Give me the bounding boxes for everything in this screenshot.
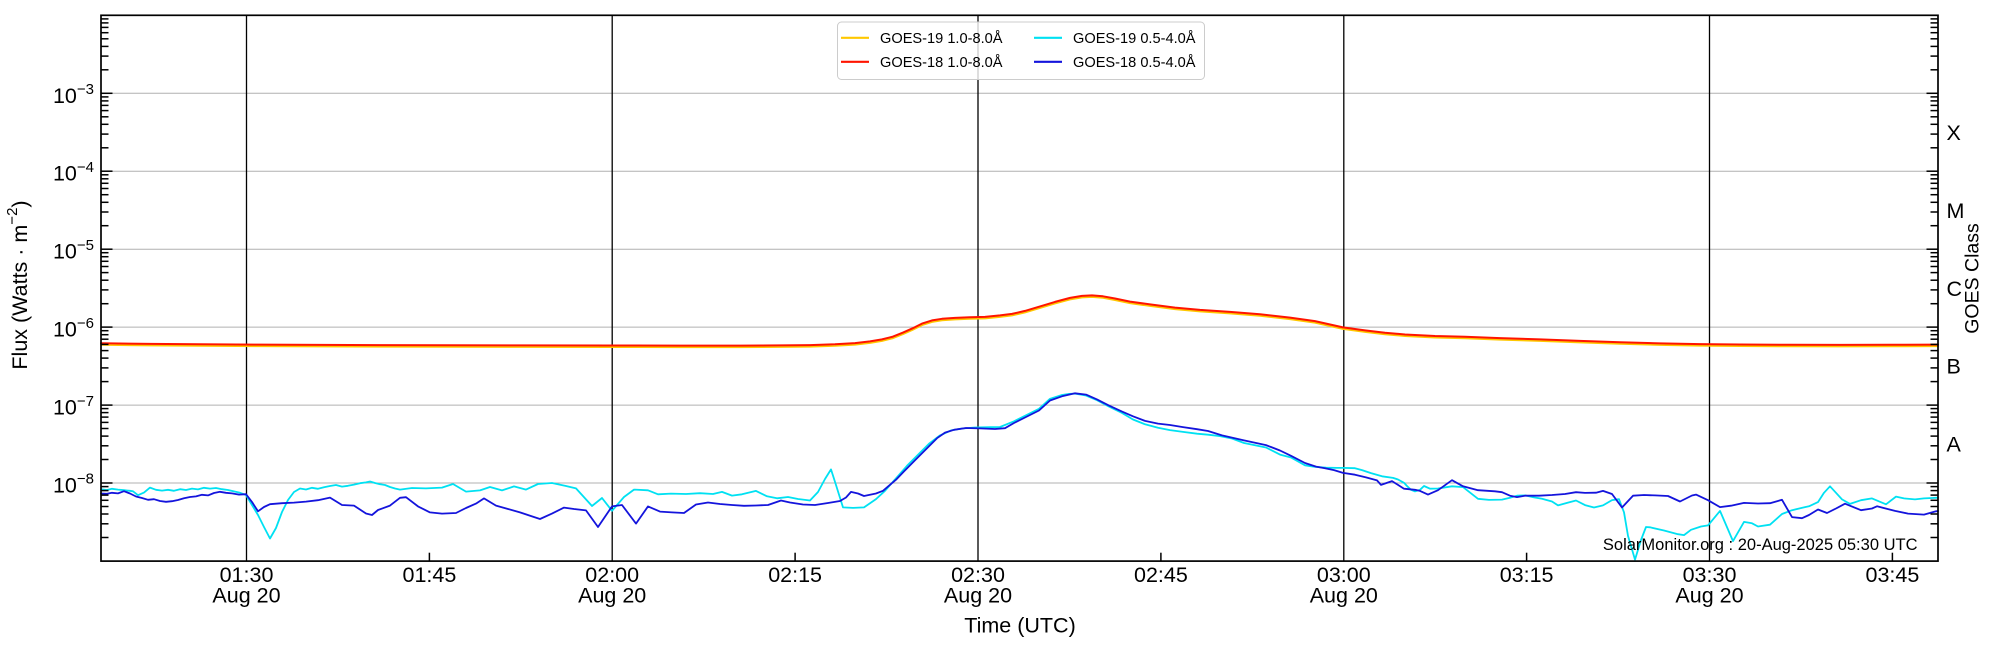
svg-text:Flux (Watts · m−2): Flux (Watts · m−2) (4, 200, 32, 369)
svg-text:10−6: 10−6 (53, 315, 94, 342)
svg-text:03:30: 03:30 (1683, 563, 1737, 587)
svg-text:B: B (1947, 355, 1961, 379)
svg-text:03:15: 03:15 (1500, 563, 1554, 587)
svg-text:GOES-18 0.5-4.0Å: GOES-18 0.5-4.0Å (1073, 54, 1196, 71)
svg-text:SolarMonitor.org : 20-Aug-2025: SolarMonitor.org : 20-Aug-2025 05:30 UTC (1603, 536, 1918, 554)
svg-text:02:45: 02:45 (1134, 563, 1188, 587)
svg-text:GOES Class: GOES Class (1962, 223, 1984, 334)
svg-text:10−4: 10−4 (53, 159, 94, 186)
svg-text:M: M (1947, 199, 1965, 223)
svg-text:Aug 20: Aug 20 (1310, 583, 1378, 607)
svg-text:A: A (1947, 433, 1962, 457)
svg-text:01:45: 01:45 (402, 563, 456, 587)
svg-text:C: C (1947, 277, 1963, 301)
svg-text:GOES-18 1.0-8.0Å: GOES-18 1.0-8.0Å (880, 54, 1003, 71)
svg-text:01:30: 01:30 (220, 563, 274, 587)
svg-text:GOES-19 0.5-4.0Å: GOES-19 0.5-4.0Å (1073, 30, 1196, 47)
svg-text:03:00: 03:00 (1317, 563, 1371, 587)
svg-text:X: X (1947, 121, 1961, 145)
svg-text:02:00: 02:00 (585, 563, 639, 587)
svg-text:02:15: 02:15 (768, 563, 822, 587)
svg-text:GOES-19 1.0-8.0Å: GOES-19 1.0-8.0Å (880, 30, 1003, 47)
svg-text:Aug 20: Aug 20 (578, 583, 646, 607)
svg-text:Time (UTC): Time (UTC) (964, 614, 1075, 638)
svg-text:02:30: 02:30 (951, 563, 1005, 587)
svg-text:03:45: 03:45 (1865, 563, 1919, 587)
svg-text:Aug 20: Aug 20 (1675, 583, 1743, 607)
svg-text:Aug 20: Aug 20 (212, 583, 280, 607)
svg-text:Aug 20: Aug 20 (944, 583, 1012, 607)
